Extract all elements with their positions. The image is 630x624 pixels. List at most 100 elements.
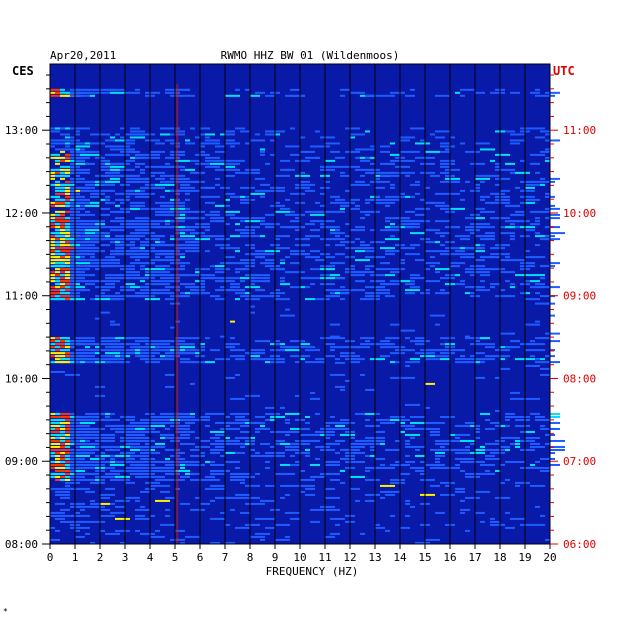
heatmap-cell xyxy=(295,460,300,463)
heatmap-cell xyxy=(275,238,280,241)
heatmap-cell xyxy=(50,238,55,241)
heatmap-cell xyxy=(120,241,125,244)
heatmap-cell xyxy=(140,355,150,358)
heatmap-cell xyxy=(335,358,340,361)
heatmap-cell xyxy=(235,250,240,253)
heatmap-cell xyxy=(365,493,380,496)
heatmap-cell xyxy=(455,274,460,277)
heatmap-cell xyxy=(155,442,165,445)
heatmap-cell xyxy=(160,346,175,349)
heatmap-cell xyxy=(475,352,485,355)
heatmap-cell xyxy=(425,150,440,153)
heatmap-cell xyxy=(65,292,70,295)
heatmap-cell xyxy=(145,361,160,364)
heatmap-cell xyxy=(80,247,85,250)
heatmap-cell xyxy=(270,445,275,448)
heatmap-cell xyxy=(155,430,160,433)
heatmap-cell xyxy=(210,541,220,544)
heatmap-cell xyxy=(175,343,185,346)
heatmap-cell xyxy=(300,286,305,289)
heatmap-cell xyxy=(75,247,80,250)
heatmap-cell xyxy=(340,448,355,451)
heatmap-cell xyxy=(475,174,490,177)
heatmap-cell xyxy=(90,204,100,207)
heatmap-cell xyxy=(65,283,70,286)
heatmap-cell xyxy=(265,427,270,430)
heatmap-cell xyxy=(140,445,155,448)
heatmap-cell xyxy=(455,283,465,286)
heatmap-cell xyxy=(130,439,135,442)
heatmap-cell xyxy=(385,337,400,340)
heatmap-cell xyxy=(75,238,85,241)
heatmap-cell xyxy=(415,454,425,457)
heatmap-cell xyxy=(495,349,510,352)
heatmap-cell xyxy=(390,346,405,349)
heatmap-cell xyxy=(55,268,60,271)
heatmap-cell xyxy=(100,433,115,436)
right-timezone-label: UTC xyxy=(553,64,575,78)
heatmap-cell xyxy=(240,198,255,201)
heatmap-cell xyxy=(325,448,335,451)
heatmap-cell xyxy=(410,505,415,508)
heatmap-cell xyxy=(160,415,170,418)
heatmap-cell xyxy=(525,198,530,201)
heatmap-cell xyxy=(480,445,485,448)
heatmap-cell xyxy=(330,195,340,198)
heatmap-cell xyxy=(545,133,550,136)
heatmap-cell xyxy=(480,198,485,201)
heatmap-cell xyxy=(180,478,185,481)
heatmap-cell xyxy=(130,250,140,253)
heatmap-cell xyxy=(360,337,375,340)
heatmap-cell xyxy=(480,238,490,241)
heatmap-cell xyxy=(415,207,430,210)
heatmap-cell xyxy=(290,346,300,349)
heatmap-cell xyxy=(500,253,510,256)
heatmap-cell xyxy=(70,198,75,201)
heatmap-cell xyxy=(225,192,235,195)
heatmap-cell xyxy=(140,253,145,256)
heatmap-cell xyxy=(125,457,135,460)
x-tick-label: 16 xyxy=(443,551,456,564)
heatmap-cell xyxy=(250,421,265,424)
heatmap-cell xyxy=(475,343,480,346)
heatmap-cell xyxy=(440,277,455,280)
heatmap-cell xyxy=(235,88,240,91)
heatmap-cell xyxy=(430,265,435,268)
heatmap-cell xyxy=(490,286,495,289)
heatmap-cell xyxy=(255,427,265,430)
heatmap-cell xyxy=(290,286,295,289)
heatmap-cell xyxy=(295,355,310,358)
heatmap-cell xyxy=(265,406,275,409)
heatmap-cell xyxy=(110,88,125,91)
heatmap-cell xyxy=(535,88,540,91)
heatmap-cell xyxy=(295,517,300,520)
heatmap-cell xyxy=(305,421,310,424)
heatmap-cell xyxy=(65,457,70,460)
heatmap-cell xyxy=(390,268,405,271)
heatmap-cell xyxy=(445,177,460,180)
heatmap-cell xyxy=(390,153,400,156)
heatmap-cell xyxy=(550,204,555,207)
heatmap-cell xyxy=(135,508,150,511)
heatmap-cell xyxy=(540,427,555,430)
heatmap-cell xyxy=(105,145,120,148)
heatmap-cell xyxy=(405,226,410,229)
heatmap-cell xyxy=(165,460,170,463)
heatmap-cell xyxy=(510,517,525,520)
heatmap-cell xyxy=(290,262,300,265)
x-tick-label: 15 xyxy=(418,551,431,564)
heatmap-cell xyxy=(470,162,485,165)
heatmap-cell xyxy=(150,192,155,195)
heatmap-cell xyxy=(100,457,105,460)
heatmap-cell xyxy=(390,223,395,226)
heatmap-cell xyxy=(50,466,55,469)
heatmap-cell xyxy=(530,153,545,156)
heatmap-cell xyxy=(100,493,115,496)
heatmap-cell xyxy=(325,487,335,490)
y-left-tick-label: 08:00 xyxy=(5,538,38,551)
heatmap-cell xyxy=(200,439,210,442)
heatmap-cell xyxy=(450,448,455,451)
heatmap-cell xyxy=(415,541,430,544)
heatmap-cell xyxy=(455,463,460,466)
heatmap-cell xyxy=(60,520,75,523)
